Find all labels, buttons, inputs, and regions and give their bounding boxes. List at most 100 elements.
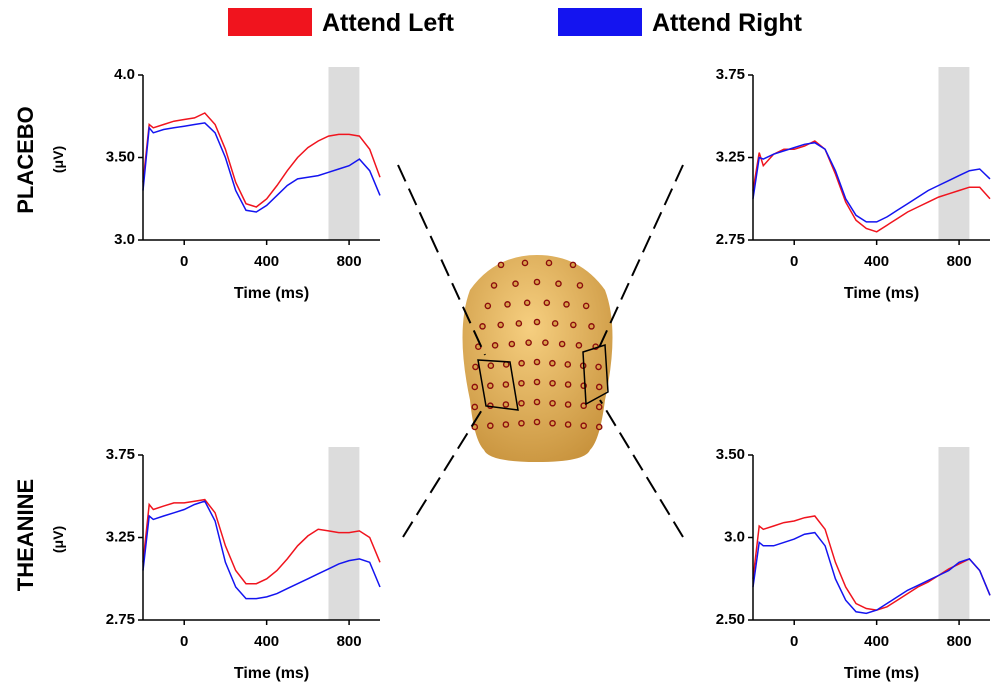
x-tick-label: 0 — [790, 253, 798, 270]
electrode — [570, 262, 575, 267]
electrode — [550, 361, 555, 366]
x-tick-label: 0 — [180, 253, 188, 270]
highlight-band — [328, 447, 359, 620]
electrode — [597, 404, 602, 409]
y-tick-label: 3.75 — [716, 66, 745, 83]
electrode — [472, 404, 477, 409]
highlight-band — [938, 447, 969, 620]
x-axis-label: Time (ms) — [844, 285, 919, 302]
figure: Attend Left Attend Right PLACEBO THEANINE 3.… — [0, 0, 993, 684]
y-axis-label: (μV) — [50, 146, 66, 173]
electrode — [513, 281, 518, 286]
y-tick-label: 2.50 — [716, 611, 745, 628]
electrode — [534, 379, 539, 384]
x-tick-label: 800 — [947, 633, 972, 650]
electrode — [488, 383, 493, 388]
y-tick-label: 3.0 — [724, 528, 745, 545]
electrode — [564, 302, 569, 307]
electrode — [488, 363, 493, 368]
electrode — [597, 384, 602, 389]
y-tick-label: 3.75 — [106, 446, 135, 463]
x-axis-label: Time (ms) — [844, 665, 919, 682]
electrode — [550, 381, 555, 386]
x-axis-label: Time (ms) — [234, 665, 309, 682]
y-axis-label: (μV) — [50, 526, 66, 553]
electrode — [534, 419, 539, 424]
y-tick-label: 2.75 — [106, 611, 135, 628]
electrode — [581, 423, 586, 428]
electrode — [505, 302, 510, 307]
electrode — [472, 384, 477, 389]
y-tick-label: 3.25 — [716, 148, 745, 165]
electrode — [519, 401, 524, 406]
electrode — [566, 422, 571, 427]
electrode — [519, 361, 524, 366]
electrode — [488, 423, 493, 428]
electrode — [534, 279, 539, 284]
electrode — [516, 321, 521, 326]
y-tick-label: 4.0 — [114, 66, 135, 83]
electrode — [589, 324, 594, 329]
x-tick-label: 400 — [254, 253, 279, 270]
electrode — [571, 322, 576, 327]
electrode — [526, 340, 531, 345]
electrode — [576, 343, 581, 348]
electrode — [519, 381, 524, 386]
highlight-band — [938, 67, 969, 240]
electrode — [519, 421, 524, 426]
electrode — [473, 364, 478, 369]
electrode — [503, 402, 508, 407]
y-tick-label: 2.75 — [716, 231, 745, 248]
electrode — [543, 340, 548, 345]
y-tick-label: 3.25 — [106, 528, 135, 545]
legend-label: Attend Right — [652, 9, 803, 37]
row-label: PLACEBO — [13, 106, 38, 214]
x-tick-label: 800 — [337, 633, 362, 650]
electrode — [560, 341, 565, 346]
electrode — [550, 421, 555, 426]
electrode — [553, 321, 558, 326]
electrode — [525, 300, 530, 305]
y-tick-label: 3.50 — [716, 446, 745, 463]
x-tick-label: 800 — [337, 253, 362, 270]
electrode — [566, 382, 571, 387]
x-tick-label: 400 — [254, 633, 279, 650]
electrode — [492, 343, 497, 348]
electrode — [556, 281, 561, 286]
electrode — [596, 364, 601, 369]
electrode — [498, 262, 503, 267]
electrode — [491, 283, 496, 288]
electrode — [480, 324, 485, 329]
legend-swatch — [558, 8, 642, 36]
y-tick-label: 3.50 — [106, 148, 135, 165]
electrode — [503, 422, 508, 427]
electrode — [485, 303, 490, 308]
head — [463, 255, 613, 462]
x-tick-label: 0 — [180, 633, 188, 650]
electrode — [534, 399, 539, 404]
electrode — [522, 260, 527, 265]
connector — [403, 405, 485, 537]
x-tick-label: 800 — [947, 253, 972, 270]
electrode — [509, 341, 514, 346]
electrode — [498, 322, 503, 327]
connector — [598, 165, 683, 350]
electrode — [504, 362, 509, 367]
connector — [600, 400, 683, 537]
legend-label: Attend Left — [322, 9, 455, 37]
electrode — [565, 362, 570, 367]
legend-swatch — [228, 8, 312, 36]
electrode — [550, 401, 555, 406]
electrode — [503, 382, 508, 387]
row-label: THEANINE — [13, 479, 38, 591]
electrode — [534, 359, 539, 364]
electrode — [546, 260, 551, 265]
head-diagram — [398, 165, 683, 537]
x-tick-label: 400 — [864, 633, 889, 650]
x-tick-label: 400 — [864, 253, 889, 270]
electrode — [577, 283, 582, 288]
x-tick-label: 0 — [790, 633, 798, 650]
electrode — [566, 402, 571, 407]
electrode — [534, 319, 539, 324]
highlight-band — [328, 67, 359, 240]
